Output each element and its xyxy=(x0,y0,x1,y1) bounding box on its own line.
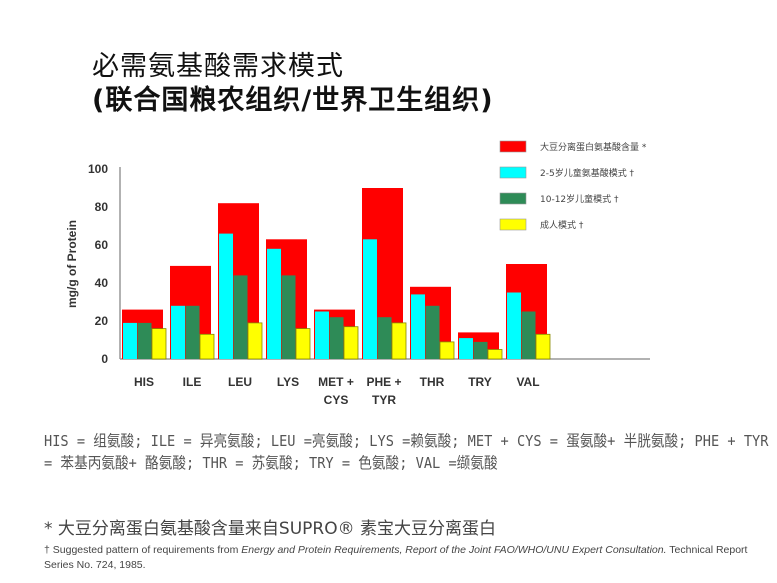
bar-series-3 xyxy=(199,333,215,360)
footnote: † Suggested pattern of requirements from… xyxy=(44,543,764,573)
bar-series-3 xyxy=(535,333,551,360)
bar-series-2 xyxy=(233,275,248,359)
x-tick-label: TRY xyxy=(468,375,492,389)
bar-series-2 xyxy=(425,305,440,359)
bar-series-3 xyxy=(295,328,311,360)
bar-series-3 xyxy=(439,341,455,360)
chart-title: 必需氨基酸需求模式 xyxy=(92,51,344,82)
x-tick-label: TYR xyxy=(372,393,396,407)
chart-subtitle: (联合国粮农组织/世界卫生组织) xyxy=(92,85,494,116)
y-tick-label: 0 xyxy=(101,352,108,366)
legend-swatch xyxy=(499,192,527,205)
y-tick-label: 80 xyxy=(95,200,109,214)
bar-series-1 xyxy=(171,305,185,359)
legend-label: 10-12岁儿童模式 † xyxy=(540,193,619,205)
bar-series-3 xyxy=(151,328,167,360)
legend-swatch xyxy=(499,166,527,179)
bar-series-1 xyxy=(411,294,425,359)
x-tick-label: MET + xyxy=(318,375,354,389)
x-tick-label: CYS xyxy=(324,393,349,407)
abbreviation-notes: HIS = 组氨酸; ILE = 异亮氨酸; LEU =亮氨酸; LYS =赖氨… xyxy=(44,432,769,472)
y-tick-label: 60 xyxy=(95,238,109,252)
legend-label: 大豆分离蛋白氨基酸含量 * xyxy=(540,141,647,153)
footnote-source: Energy and Protein Requirements, Report … xyxy=(241,544,667,556)
bar-series-3 xyxy=(391,322,407,360)
bar-series-1 xyxy=(219,233,233,359)
bar-series-2 xyxy=(377,317,392,359)
x-tick-label: VAL xyxy=(516,375,539,389)
bar-series-1 xyxy=(459,338,473,359)
bar-series-2 xyxy=(137,322,152,359)
bar-series-1 xyxy=(315,311,329,359)
x-tick-label: PHE + xyxy=(366,375,401,389)
y-axis-label: mg/g of Protein xyxy=(65,220,79,308)
y-tick-label: 40 xyxy=(95,276,109,290)
legend-label: 成人模式 † xyxy=(540,219,584,231)
y-tick-label: 100 xyxy=(88,162,108,176)
legend-swatch xyxy=(499,218,527,231)
bar-series-3 xyxy=(487,349,503,360)
soy-source-note: * 大豆分离蛋白氨基酸含量来自SUPRO® 素宝大豆分离蛋白 xyxy=(44,519,496,539)
bar-series-2 xyxy=(521,311,536,359)
bar-series-1 xyxy=(507,292,521,359)
bar-series-3 xyxy=(343,326,359,360)
bar-series-3 xyxy=(247,322,263,360)
y-tick-label: 20 xyxy=(95,314,109,328)
bar-series-1 xyxy=(363,239,377,359)
x-tick-label: THR xyxy=(420,375,445,389)
legend-swatch xyxy=(499,140,527,153)
x-tick-label: HIS xyxy=(134,375,154,389)
bar-series-2 xyxy=(185,305,200,359)
x-tick-label: LYS xyxy=(277,375,299,389)
bar-series-2 xyxy=(281,275,296,359)
legend-label: 2-5岁儿童氨基酸模式 † xyxy=(540,167,635,179)
x-tick-label: LEU xyxy=(228,375,252,389)
bar-chart: 0 20 40 60 80 100 mg/g of Protein HIS ILE LEU LYS M… xyxy=(65,140,650,407)
bar-series-1 xyxy=(123,322,137,359)
footnote-suffix: Technical Report Series No. 724, 1985. xyxy=(44,544,748,571)
bar-series-2 xyxy=(329,317,344,359)
footnote-prefix: † Suggested pattern of requirements from xyxy=(44,544,242,556)
x-tick-label: ILE xyxy=(183,375,202,389)
bar-series-1 xyxy=(267,248,281,359)
bar-series-2 xyxy=(473,341,488,359)
